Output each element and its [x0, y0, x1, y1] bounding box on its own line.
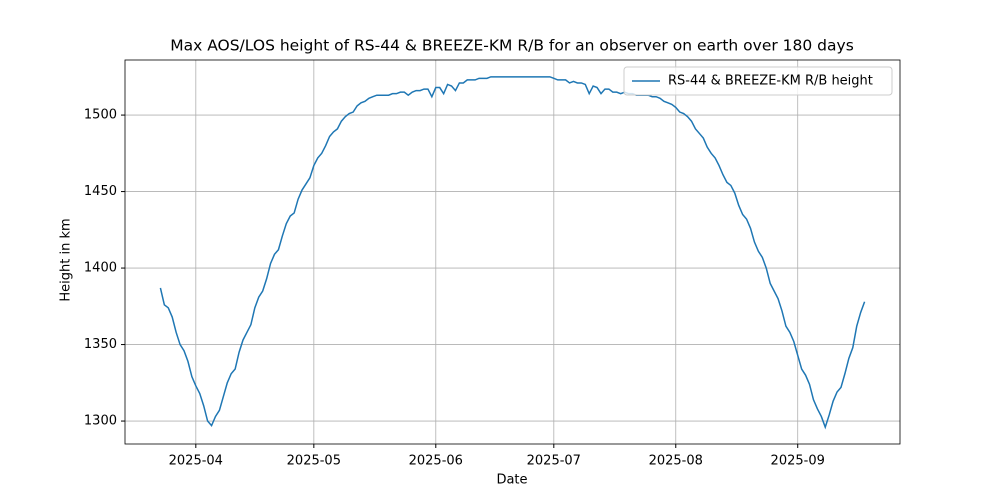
x-tick-label: 2025-07 [527, 454, 581, 469]
legend-box [623, 66, 893, 96]
x-tick-label: 2025-08 [649, 454, 703, 469]
x-tick-label: 2025-09 [771, 454, 825, 469]
x-axis-label: Date [496, 473, 527, 488]
y-tick-label: 1400 [84, 261, 117, 276]
y-axis-label: Height in km [59, 218, 74, 301]
y-tick-label: 1500 [84, 108, 117, 123]
legend-label: RS-44 & BREEZE-KM R/B height [668, 74, 873, 89]
data-line [159, 76, 866, 430]
y-tick-label: 1450 [84, 184, 117, 199]
x-tick-label: 2025-04 [169, 454, 223, 469]
y-tick-label: 1300 [84, 414, 117, 429]
x-tick-label: 2025-06 [409, 454, 463, 469]
x-tick-label: 2025-05 [287, 454, 341, 469]
chart-title: Max AOS/LOS height of RS-44 & BREEZE-KM … [170, 37, 854, 55]
y-tick-label: 1350 [84, 337, 117, 352]
plot-frame [124, 59, 901, 445]
